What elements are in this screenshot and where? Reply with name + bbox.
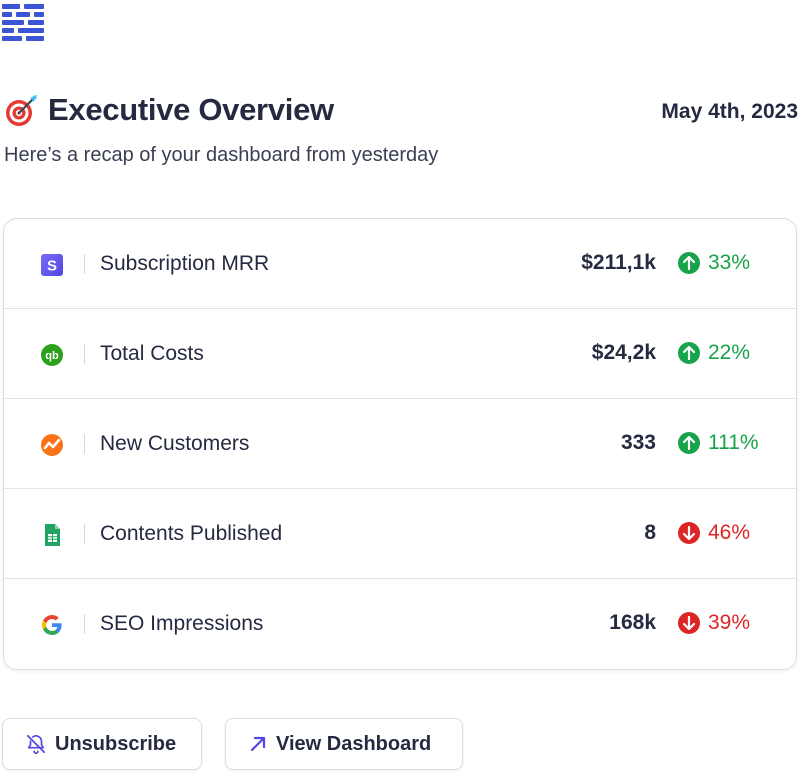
- view-dashboard-button[interactable]: View Dashboard: [225, 718, 463, 770]
- metric-label: SEO Impressions: [100, 612, 264, 635]
- metric-change: 39%: [678, 611, 750, 635]
- metrics-card: S Subscription MRR $211,1k 33% qb Total …: [3, 218, 797, 670]
- row-divider: [84, 254, 85, 274]
- metric-row-total-costs: qb Total Costs $24,2k 22%: [4, 309, 796, 399]
- arrow-down-icon: [678, 612, 700, 634]
- row-divider: [84, 524, 85, 544]
- unsubscribe-label: Unsubscribe: [55, 732, 177, 755]
- change-percent: 22%: [708, 341, 751, 364]
- page-subtitle: Here’s a recap of your dashboard from ye…: [4, 144, 439, 166]
- metric-change: 33%: [678, 251, 750, 275]
- bell-off-icon: [26, 734, 46, 754]
- google-sheets-icon: [40, 523, 64, 547]
- quickbooks-icon: qb: [40, 343, 64, 367]
- row-divider: [84, 614, 85, 634]
- view-dashboard-label: View Dashboard: [276, 732, 432, 755]
- change-percent: 39%: [708, 611, 751, 634]
- stripe-icon: S: [40, 253, 64, 277]
- arrow-up-icon: [678, 342, 700, 364]
- metric-change: 46%: [678, 521, 750, 545]
- svg-text:qb: qb: [45, 350, 59, 362]
- metric-value: 333: [620, 431, 656, 454]
- change-percent: 46%: [708, 521, 751, 544]
- arrow-down-icon: [678, 522, 700, 544]
- metric-label: Total Costs: [100, 342, 204, 365]
- metric-row-new-customers: New Customers 333 111%: [4, 399, 796, 489]
- change-percent: 33%: [708, 251, 751, 274]
- metric-value: $211,1k: [581, 251, 656, 274]
- metric-label: Subscription MRR: [100, 252, 270, 275]
- metric-value: $24,2k: [591, 341, 656, 364]
- metric-row-contents-published: Contents Published 8 46%: [4, 489, 796, 579]
- metric-value: 8: [644, 521, 656, 544]
- svg-text:S: S: [47, 258, 57, 275]
- unsubscribe-button[interactable]: Unsubscribe: [2, 718, 202, 770]
- metric-value: 168k: [609, 611, 656, 634]
- metric-change: 22%: [678, 341, 750, 365]
- metric-change: 111%: [678, 431, 759, 455]
- title-group: Executive Overview: [4, 92, 334, 128]
- page-title: Executive Overview: [48, 92, 334, 127]
- report-date: May 4th, 2023: [661, 100, 798, 123]
- google-icon: [40, 613, 64, 637]
- analytics-icon: [40, 433, 64, 457]
- brand-logo-icon: [2, 4, 44, 41]
- metric-row-subscription-mrr: S Subscription MRR $211,1k 33%: [4, 219, 796, 309]
- metric-label: New Customers: [100, 432, 250, 455]
- arrow-up-icon: [678, 432, 700, 454]
- row-divider: [84, 434, 85, 454]
- metric-row-seo-impressions: SEO Impressions 168k 39%: [4, 579, 796, 669]
- metric-label: Contents Published: [100, 522, 283, 545]
- header: Executive Overview May 4th, 2023: [4, 92, 798, 136]
- arrow-up-icon: [678, 252, 700, 274]
- arrow-up-right-icon: [250, 736, 266, 752]
- change-percent: 111%: [708, 431, 759, 454]
- row-divider: [84, 344, 85, 364]
- target-dart-icon: [6, 95, 37, 126]
